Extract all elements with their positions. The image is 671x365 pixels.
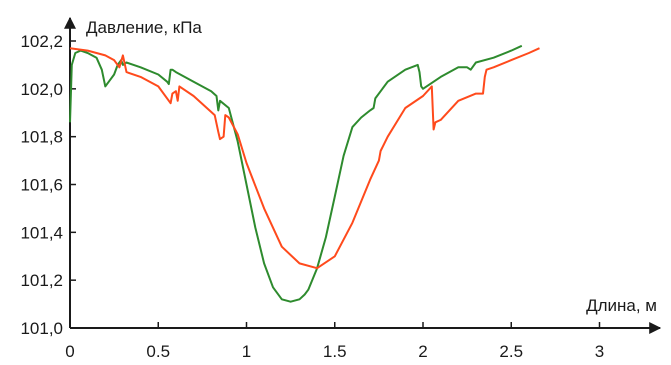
x-tick-label: 0.5: [146, 342, 170, 361]
x-tick-label: 0: [65, 342, 74, 361]
x-tick-label: 3: [595, 342, 604, 361]
y-tick-label: 101,2: [20, 271, 63, 290]
x-tick-label: 2: [418, 342, 427, 361]
y-axis-label: Давление, кПа: [86, 18, 202, 37]
y-tick-label: 101,8: [20, 128, 63, 147]
x-tick-label: 1.5: [323, 342, 347, 361]
series-line-1: [69, 44, 523, 303]
x-tick-label: 2.5: [499, 342, 523, 361]
series-group: [69, 44, 540, 303]
x-tick-label: 1: [242, 342, 251, 361]
y-ticks: 101,0 101,2 101,4 101,6 101,8 102,0 102,2: [20, 32, 76, 338]
y-tick-label: 101,6: [20, 176, 63, 195]
y-tick-label: 101,0: [20, 319, 63, 338]
y-tick-label: 102,0: [20, 80, 63, 99]
y-tick-label: 101,4: [20, 223, 63, 242]
x-axis-label: Длина, м: [586, 296, 657, 315]
series-line-2: [69, 47, 540, 270]
y-tick-label: 102,2: [20, 32, 63, 51]
x-ticks: 0 0.5 1 1.5 2 2.5 3: [65, 322, 604, 361]
